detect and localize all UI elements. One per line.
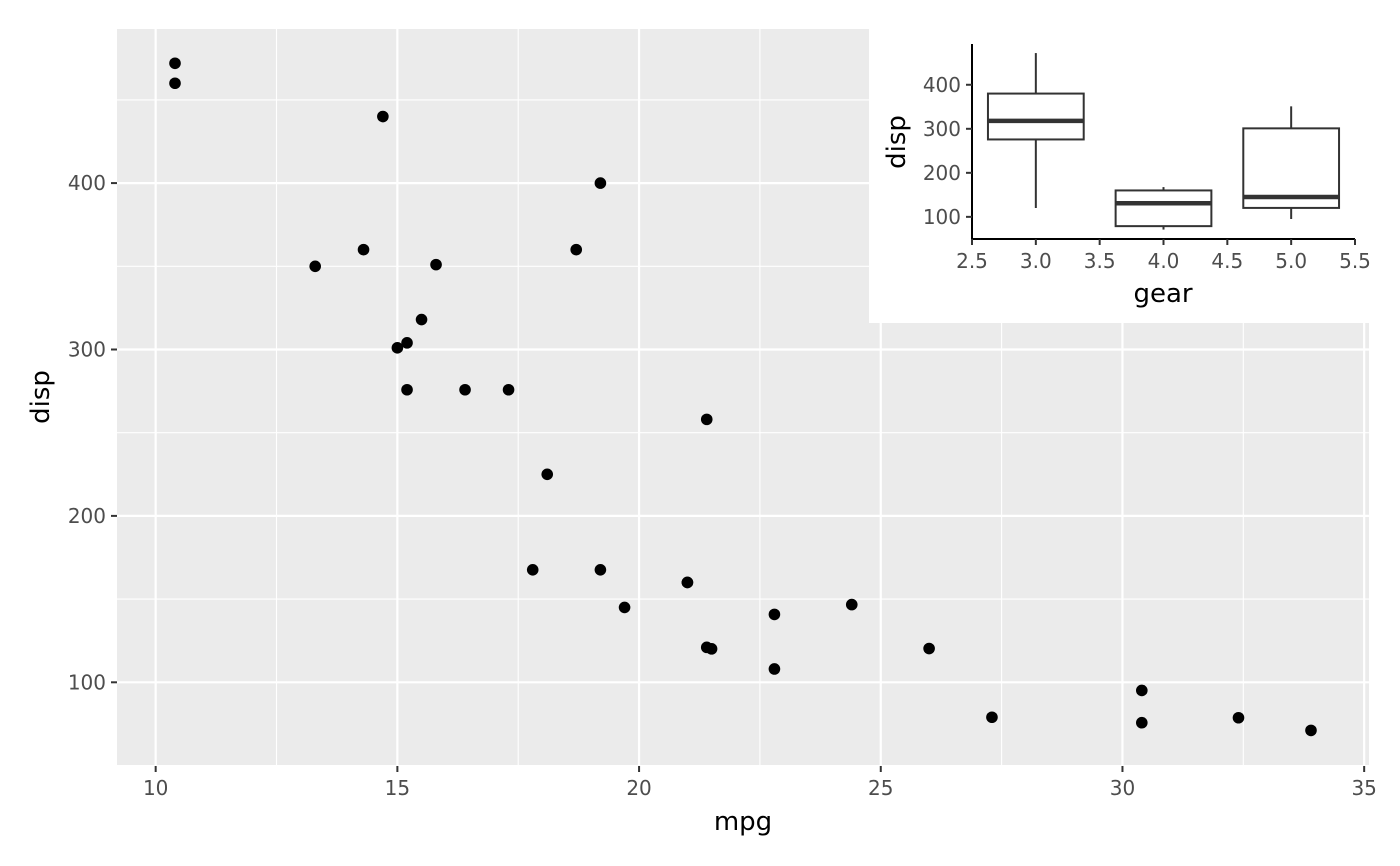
data-point [459, 383, 471, 396]
box-body [1242, 127, 1341, 209]
y-tick-label: 100 [68, 670, 106, 694]
inset-x-tick-label: 4.5 [1211, 249, 1243, 273]
inset-y-tick-label: 300 [923, 117, 961, 141]
data-point [1305, 724, 1317, 737]
inset-y-tick-label: 400 [923, 73, 961, 97]
data-point [594, 177, 607, 189]
inset-x-axis-title: gear [1133, 279, 1192, 309]
inset-x-tick-label: 5.5 [1339, 249, 1371, 273]
inset-x-axis-ticks: 2.5 3.0 3.5 4.0 4.5 5.0 5.5 [956, 239, 1371, 273]
data-points [169, 57, 1317, 737]
data-point [570, 243, 583, 256]
inset-x-tick-label: 4.0 [1148, 249, 1180, 273]
inset-boxes [986, 53, 1341, 230]
data-point [309, 260, 321, 273]
data-point [1232, 711, 1245, 724]
data-point [357, 243, 370, 256]
box-body [986, 92, 1085, 141]
data-point [169, 77, 181, 90]
inset-x-tick-label: 2.5 [956, 249, 988, 273]
data-point [700, 641, 713, 654]
y-tick-label: 300 [68, 337, 106, 361]
box-gear-3 [986, 53, 1085, 209]
data-point [377, 110, 389, 123]
data-point [401, 383, 413, 396]
data-point [391, 342, 404, 354]
data-point [1136, 716, 1148, 729]
y-axis-ticks: 100 200 300 400 [68, 171, 117, 694]
data-point [768, 608, 781, 621]
data-point [502, 383, 515, 396]
data-point [768, 663, 781, 675]
data-point [594, 564, 607, 576]
data-point [845, 598, 858, 611]
data-point [526, 564, 539, 576]
x-tick-label: 25 [868, 776, 893, 800]
x-tick-label: 10 [143, 776, 168, 800]
inset-x-tick-label: 3.5 [1084, 249, 1116, 273]
data-point [401, 337, 413, 349]
x-tick-label: 20 [626, 776, 651, 800]
data-point [169, 57, 181, 70]
data-point [541, 468, 554, 481]
box-gear-4 [1114, 187, 1213, 230]
y-tick-label: 400 [68, 171, 106, 195]
data-point [415, 313, 428, 326]
data-point [923, 642, 935, 655]
inset-x-tick-label: 5.0 [1275, 249, 1307, 273]
y-tick-label: 200 [68, 504, 106, 528]
box-gear-5 [1242, 106, 1341, 220]
data-point [681, 576, 694, 589]
inset-x-tick-label: 3.0 [1020, 249, 1052, 273]
y-axis-title: disp [26, 370, 56, 424]
box-body [1114, 189, 1213, 228]
x-axis-title: mpg [714, 807, 772, 837]
inset-y-axis-ticks: 100 200 300 400 [923, 73, 972, 229]
inset-y-tick-label: 200 [923, 161, 961, 185]
data-point [618, 601, 631, 614]
data-point [986, 711, 998, 724]
inset-y-tick-label: 100 [923, 205, 961, 229]
x-tick-label: 35 [1351, 776, 1376, 800]
x-tick-label: 30 [1110, 776, 1135, 800]
data-point [700, 413, 713, 426]
x-axis-ticks: 10 15 20 25 30 35 [143, 766, 1377, 800]
inset-y-axis-title: disp [882, 115, 912, 169]
data-point [1136, 684, 1148, 697]
data-point [430, 258, 442, 271]
x-tick-label: 15 [385, 776, 410, 800]
